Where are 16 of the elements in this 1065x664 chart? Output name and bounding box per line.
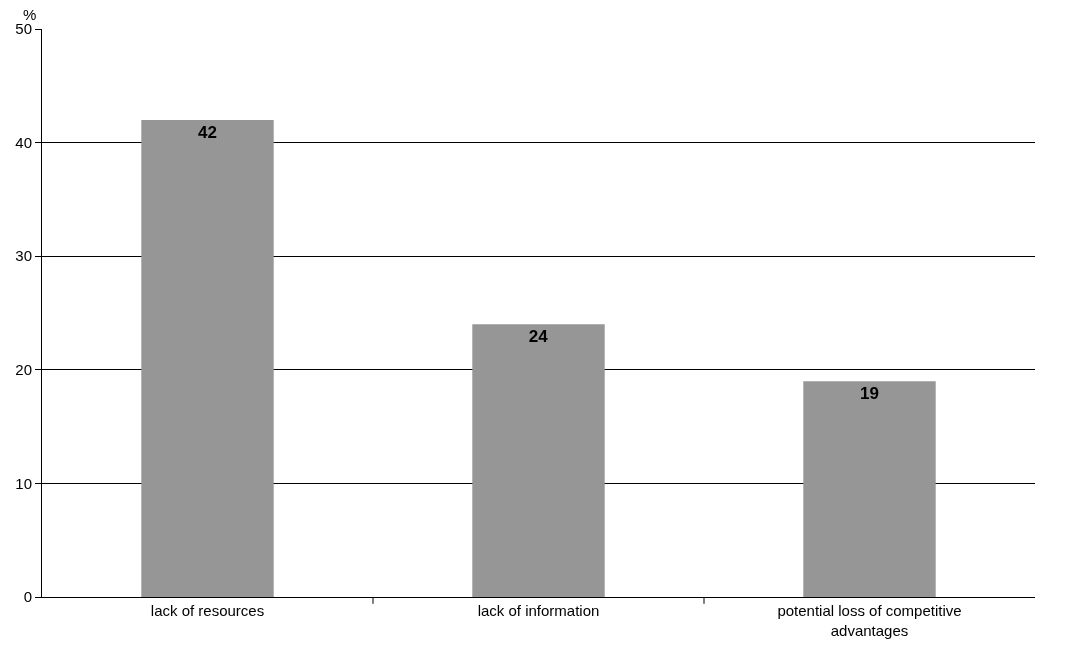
- y-tick-label: 0: [23, 588, 32, 606]
- x-tick-label: potential loss of competitive advantages: [777, 602, 962, 639]
- y-axis-title: %: [23, 6, 37, 23]
- data-label: 24: [528, 327, 549, 347]
- bar: [803, 381, 936, 597]
- data-label: 19: [860, 384, 879, 404]
- x-tick-label: lack of information: [477, 602, 600, 619]
- y-tick-label: 10: [15, 474, 32, 492]
- y-tick-label: 20: [15, 361, 32, 379]
- x-tick-label: lack of resources: [150, 602, 265, 619]
- y-tick-label: 30: [15, 247, 32, 265]
- y-tick-label: 40: [15, 133, 32, 151]
- bar: [141, 119, 274, 597]
- y-tick-label: 50: [15, 20, 32, 38]
- data-label: 42: [198, 122, 217, 142]
- bar: [472, 324, 605, 597]
